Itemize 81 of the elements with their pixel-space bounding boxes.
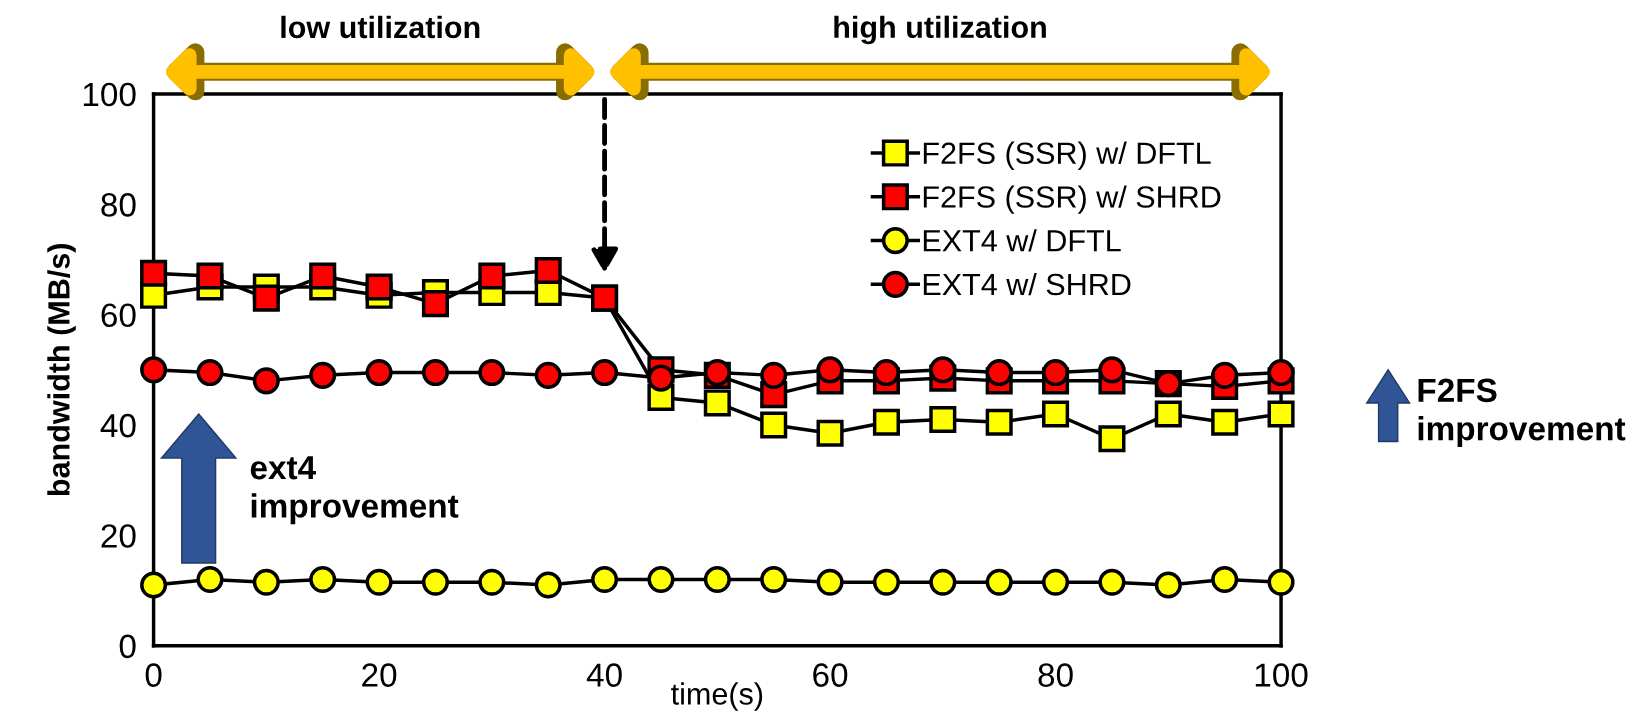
- point: [816, 356, 844, 384]
- legend-label: EXT4 w/ SHRD: [923, 272, 1131, 296]
- point: [591, 359, 619, 387]
- x-tick-label: 0: [145, 663, 162, 687]
- point: [985, 359, 1013, 387]
- point: [703, 565, 731, 594]
- point: [478, 359, 506, 387]
- point: [760, 565, 788, 594]
- x-axis-title: time(s): [671, 682, 763, 711]
- point: [365, 273, 393, 301]
- point: [1211, 565, 1239, 594]
- x-tick-label: 60: [813, 663, 848, 687]
- point: [760, 361, 788, 389]
- point: [872, 359, 900, 387]
- point: [1098, 568, 1126, 596]
- y-tick-label: 60: [101, 303, 136, 328]
- point: [421, 359, 450, 387]
- point: [140, 571, 168, 599]
- point: [478, 262, 506, 290]
- point: [1267, 400, 1295, 428]
- point: [309, 361, 337, 389]
- point: [309, 262, 337, 290]
- point: [1154, 571, 1182, 599]
- point: [1042, 568, 1070, 596]
- point: [1211, 361, 1239, 389]
- x-tick-label: 80: [1038, 663, 1073, 687]
- point: [1042, 359, 1070, 387]
- point: [1098, 425, 1126, 453]
- point: [421, 290, 450, 318]
- annotation: ext4 improvement: [250, 456, 459, 525]
- text: low utilization: [281, 15, 480, 39]
- point: [252, 284, 280, 312]
- x-tick-label: 20: [362, 663, 397, 687]
- legend-label: EXT4 w/ DFTL: [923, 229, 1121, 252]
- point: [196, 565, 224, 594]
- point: [365, 359, 393, 387]
- point: [421, 568, 450, 596]
- point: [140, 259, 168, 287]
- y-tick-label: 20: [101, 524, 136, 548]
- point: [1098, 356, 1126, 384]
- point: [647, 565, 675, 594]
- point: [872, 408, 900, 436]
- y-tick-label: 100: [83, 82, 136, 107]
- y-tick-label: 0: [119, 634, 136, 659]
- point: [196, 262, 224, 290]
- point: [309, 565, 337, 594]
- point: [816, 568, 844, 596]
- point: [252, 367, 280, 395]
- point: [196, 359, 224, 387]
- x-tick-label: 100: [1255, 663, 1308, 687]
- y-axis-title: bandwidth (MB/s): [47, 244, 76, 496]
- point: [929, 405, 957, 434]
- text: high utilization: [834, 15, 1046, 45]
- point: [985, 408, 1013, 436]
- legend-label: F2FS (SSR) w/ DFTL: [923, 141, 1211, 171]
- point: [647, 364, 675, 392]
- point: [534, 361, 562, 389]
- point: [252, 568, 280, 596]
- point: [1267, 568, 1295, 596]
- text: F2FS improvement: [1418, 378, 1626, 448]
- point: [365, 568, 393, 596]
- point: [534, 571, 562, 599]
- point: [1042, 400, 1070, 428]
- point: [985, 568, 1013, 596]
- point: [929, 356, 957, 384]
- y-tick-label: 40: [100, 413, 136, 438]
- y-tick-label: 80: [101, 193, 136, 217]
- point: [591, 565, 619, 594]
- point: [534, 256, 562, 285]
- legend-label: F2FS (SSR) w/ SHRD: [923, 185, 1221, 214]
- point: [872, 568, 900, 596]
- point: [816, 419, 844, 447]
- point: [140, 356, 168, 384]
- point: [929, 568, 957, 596]
- point: [1267, 359, 1295, 387]
- point: [478, 568, 506, 596]
- point: [760, 411, 788, 439]
- point: [703, 389, 731, 417]
- x-tick-label: 40: [586, 663, 622, 687]
- point: [1154, 400, 1182, 428]
- point: [1211, 408, 1239, 436]
